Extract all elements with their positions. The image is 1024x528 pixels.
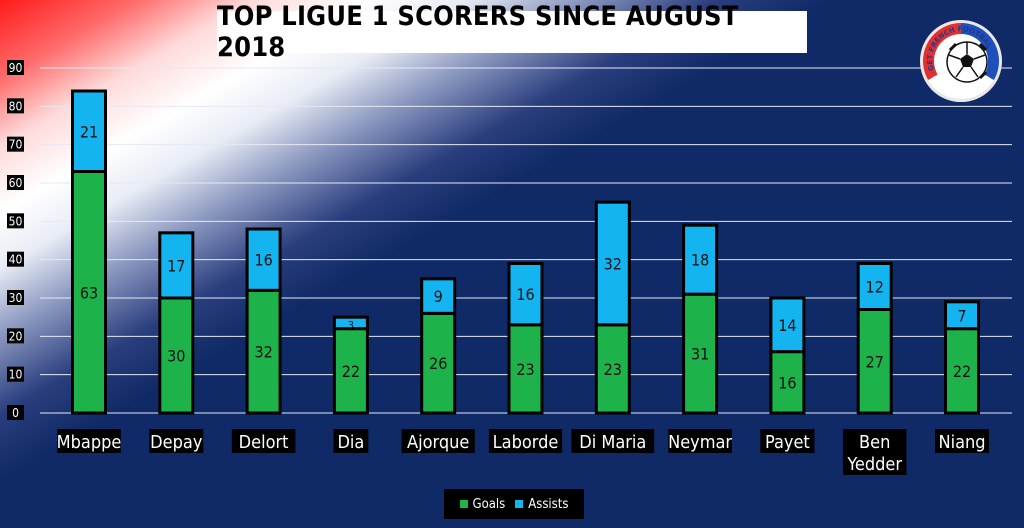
legend-swatch-goals: [459, 500, 468, 508]
data-label-goals: 16: [778, 373, 796, 392]
legend-label-goals: Goals: [472, 496, 506, 512]
y-tick-label: 50: [9, 214, 23, 228]
y-tick-label: 20: [9, 329, 23, 343]
bar-assists: [420, 277, 457, 315]
x-tick-box: [333, 429, 369, 453]
data-label-goals: 27: [866, 352, 884, 371]
bar-assists: [944, 300, 980, 331]
data-label-goals: 23: [516, 360, 534, 379]
x-tick-box: [571, 429, 655, 453]
bar-assists: [332, 315, 369, 331]
x-tick-box: [668, 429, 732, 453]
y-tick-box: [7, 175, 24, 190]
data-label-assists: 16: [254, 251, 272, 270]
y-tick-box: [7, 290, 24, 305]
football-icon: GET FRENCH FOOTBALL NEWS: [920, 20, 1002, 102]
x-tick-box: [149, 429, 204, 453]
y-tick-box: [7, 136, 24, 152]
data-label-assists: 21: [80, 122, 98, 141]
x-tick-label: Yedder: [846, 454, 902, 475]
data-label-assists: 17: [167, 256, 185, 275]
data-label-assists: 7: [957, 306, 966, 325]
y-tick-box: [7, 251, 24, 267]
x-tick-box: [935, 429, 989, 453]
x-tick-label: Depay: [150, 432, 203, 453]
data-label-goals: 23: [604, 360, 622, 379]
y-tick-box: [7, 60, 24, 75]
y-tick-label: 30: [9, 291, 23, 305]
y-tick-box: [7, 366, 24, 382]
y-tick-label: 60: [9, 176, 23, 190]
legend-swatch-assists: [515, 500, 524, 508]
x-tick-box: [488, 429, 563, 453]
data-label-assists: 12: [866, 278, 884, 297]
data-label-assists: 32: [604, 255, 622, 274]
y-tick-label: 0: [12, 406, 19, 420]
data-label-goals: 63: [80, 283, 98, 302]
data-label-goals: 31: [691, 345, 709, 364]
x-tick-label: Mbappe: [57, 432, 122, 453]
y-tick-box: [7, 213, 24, 229]
bar-goals: [507, 323, 544, 415]
bar-assists: [682, 223, 719, 296]
bar-assists: [245, 227, 282, 292]
bar-assists: [769, 296, 806, 354]
x-tick-label: Neymar: [668, 432, 732, 453]
bar-assists: [856, 262, 893, 311]
y-tick-label: 10: [9, 368, 23, 382]
x-tick-box: [842, 429, 907, 475]
bar-assists: [71, 89, 107, 173]
data-label-assists: 14: [778, 316, 796, 335]
bar-goals: [944, 327, 980, 415]
x-tick-label: Dia: [337, 432, 364, 453]
x-tick-label: Laborde: [493, 432, 559, 453]
chart-legend: Goals Assists: [444, 489, 584, 519]
x-tick-label: Niang: [938, 432, 985, 453]
y-tick-box: [7, 405, 24, 420]
chart-title-box: TOP LIGUE 1 SCORERS SINCE AUGUST 2018: [217, 1, 807, 63]
bar-assists: [507, 262, 544, 327]
data-label-assists: 9: [434, 287, 443, 306]
data-label-goals: 22: [953, 362, 971, 381]
data-label-assists: 18: [691, 251, 709, 270]
x-tick-label: Di Maria: [579, 432, 646, 453]
legend-label-assists: Assists: [528, 496, 569, 512]
bar-assists: [158, 231, 195, 300]
bar-assists: [594, 200, 631, 327]
x-tick-box: [401, 429, 475, 453]
y-tick-box: [7, 328, 24, 344]
chart-title: TOP LIGUE 1 SCORERS SINCE AUGUST 2018: [217, 1, 739, 63]
x-tick-label: Delort: [239, 432, 289, 453]
data-label-goals: 30: [167, 347, 185, 366]
x-tick-label: Payet: [765, 432, 810, 453]
data-label-assists: 3: [348, 319, 354, 332]
logo-ball-and-text: GET FRENCH FOOTBALL NEWS: [920, 20, 993, 83]
legend-item-goals: Goals: [459, 496, 506, 512]
y-tick-label: 40: [9, 253, 23, 267]
x-tick-box: [760, 429, 815, 453]
y-tick-label: 70: [9, 138, 23, 152]
x-tick-label: Ben: [859, 432, 890, 453]
data-label-assists: 16: [516, 285, 534, 304]
x-tick-box: [57, 429, 121, 453]
x-tick-label: Ajorque: [407, 432, 469, 453]
x-tick-box: [231, 429, 296, 453]
y-tick-box: [7, 98, 24, 114]
data-label-goals: 26: [429, 354, 447, 373]
data-label-goals: 32: [254, 343, 272, 362]
y-tick-label: 90: [9, 61, 23, 75]
y-tick-label: 80: [9, 99, 23, 113]
data-label-goals: 22: [342, 362, 360, 381]
legend-item-assists: Assists: [515, 497, 568, 512]
